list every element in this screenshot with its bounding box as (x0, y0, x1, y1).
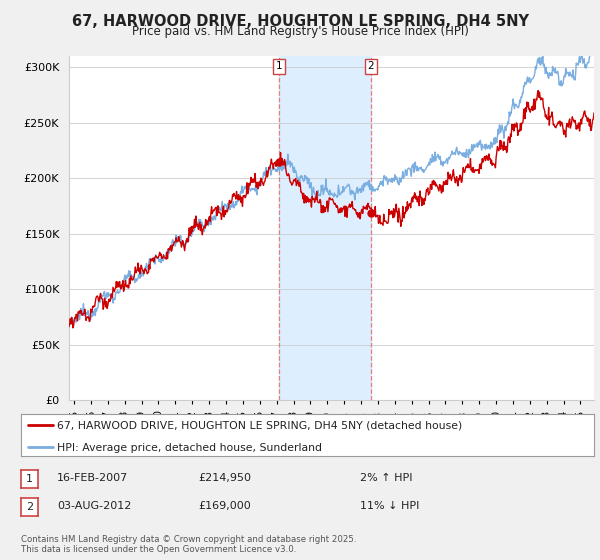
Text: 2% ↑ HPI: 2% ↑ HPI (360, 473, 413, 483)
Text: Price paid vs. HM Land Registry's House Price Index (HPI): Price paid vs. HM Land Registry's House … (131, 25, 469, 38)
Text: 67, HARWOOD DRIVE, HOUGHTON LE SPRING, DH4 5NY (detached house): 67, HARWOOD DRIVE, HOUGHTON LE SPRING, D… (57, 421, 463, 430)
Text: 2: 2 (368, 61, 374, 71)
Text: 11% ↓ HPI: 11% ↓ HPI (360, 501, 419, 511)
Text: 03-AUG-2012: 03-AUG-2012 (57, 501, 131, 511)
Bar (278, 56, 371, 400)
Text: Contains HM Land Registry data © Crown copyright and database right 2025.
This d: Contains HM Land Registry data © Crown c… (21, 535, 356, 554)
Text: £214,950: £214,950 (198, 473, 251, 483)
Text: £169,000: £169,000 (198, 501, 251, 511)
Text: 1: 1 (26, 474, 33, 484)
Text: 1: 1 (275, 61, 282, 71)
Text: 2: 2 (26, 502, 33, 512)
Text: HPI: Average price, detached house, Sunderland: HPI: Average price, detached house, Sund… (57, 442, 322, 452)
Text: 67, HARWOOD DRIVE, HOUGHTON LE SPRING, DH4 5NY: 67, HARWOOD DRIVE, HOUGHTON LE SPRING, D… (71, 14, 529, 29)
Text: 16-FEB-2007: 16-FEB-2007 (57, 473, 128, 483)
